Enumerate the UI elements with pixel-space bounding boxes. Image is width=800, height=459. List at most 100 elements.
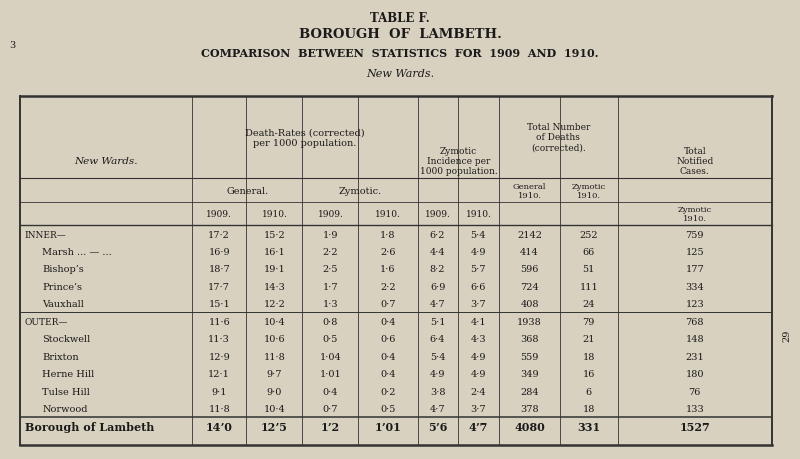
Text: 4ʼ7: 4ʼ7 (469, 420, 488, 431)
Text: 6·4: 6·4 (430, 335, 446, 343)
Text: Marsh ... — ...: Marsh ... — ... (42, 247, 112, 257)
Text: 177: 177 (686, 265, 704, 274)
Text: 768: 768 (686, 317, 704, 326)
Text: 9·0: 9·0 (266, 387, 282, 396)
Text: Brixton: Brixton (42, 352, 79, 361)
Text: 252: 252 (579, 230, 598, 239)
Text: 29: 29 (782, 330, 791, 341)
Text: 4·9: 4·9 (430, 369, 446, 378)
Text: Total Number
of Deaths
(corrected).: Total Number of Deaths (corrected). (526, 123, 590, 152)
Text: General
1910.: General 1910. (513, 182, 546, 200)
Text: COMPARISON  BETWEEN  STATISTICS  FOR  1909  AND  1910.: COMPARISON BETWEEN STATISTICS FOR 1909 A… (202, 48, 598, 59)
Text: New Wards.: New Wards. (366, 69, 434, 79)
Text: 180: 180 (686, 369, 704, 378)
Text: BOROUGH  OF  LAMBETH.: BOROUGH OF LAMBETH. (298, 28, 502, 40)
Text: 596: 596 (521, 265, 538, 274)
Text: 5ʼ6: 5ʼ6 (428, 420, 447, 431)
Text: 11·8: 11·8 (208, 404, 230, 413)
Text: 4·1: 4·1 (470, 317, 486, 326)
Text: 4·4: 4·4 (430, 247, 446, 257)
Text: 123: 123 (686, 300, 704, 308)
Text: 1909.: 1909. (206, 210, 232, 219)
Text: 66: 66 (582, 247, 595, 257)
Text: 17·7: 17·7 (208, 282, 230, 291)
Text: 11·3: 11·3 (208, 335, 230, 343)
Text: Zymotic
1910.: Zymotic 1910. (678, 206, 712, 223)
Text: 125: 125 (686, 247, 704, 257)
Text: 4·7: 4·7 (430, 404, 446, 413)
Text: 1ʼ01: 1ʼ01 (374, 420, 402, 431)
Text: 0·5: 0·5 (322, 335, 338, 343)
Text: 1909.: 1909. (425, 210, 450, 219)
Text: 24: 24 (582, 300, 595, 308)
Text: 21: 21 (582, 335, 595, 343)
Text: 9·1: 9·1 (211, 387, 227, 396)
Text: 0·6: 0·6 (380, 335, 396, 343)
Text: 12·1: 12·1 (208, 369, 230, 378)
Text: 1910.: 1910. (375, 210, 401, 219)
Text: 5·7: 5·7 (470, 265, 486, 274)
Text: TABLE F.: TABLE F. (370, 11, 430, 24)
Text: 334: 334 (686, 282, 704, 291)
Text: 331: 331 (578, 420, 600, 431)
Text: 15·2: 15·2 (263, 230, 286, 239)
Text: 1·3: 1·3 (322, 300, 338, 308)
Text: Norwood: Norwood (42, 404, 88, 413)
Text: 1527: 1527 (679, 420, 710, 431)
Text: 0·8: 0·8 (322, 317, 338, 326)
Text: 759: 759 (686, 230, 704, 239)
Text: 11·6: 11·6 (208, 317, 230, 326)
Text: 3·7: 3·7 (470, 300, 486, 308)
Text: 6·2: 6·2 (430, 230, 446, 239)
Text: 4080: 4080 (514, 420, 545, 431)
Text: 3: 3 (10, 41, 16, 50)
Text: 8·2: 8·2 (430, 265, 446, 274)
Text: 51: 51 (582, 265, 595, 274)
Text: 0·4: 0·4 (380, 317, 396, 326)
Text: 0·4: 0·4 (322, 387, 338, 396)
Text: 19·1: 19·1 (263, 265, 286, 274)
Text: 6·9: 6·9 (430, 282, 446, 291)
Text: 4·7: 4·7 (430, 300, 446, 308)
Text: 14ʼ0: 14ʼ0 (206, 420, 233, 431)
Text: OUTER—: OUTER— (25, 317, 68, 326)
Text: 349: 349 (520, 369, 539, 378)
Text: 111: 111 (579, 282, 598, 291)
Text: 10·4: 10·4 (263, 317, 286, 326)
Text: 2·2: 2·2 (380, 282, 396, 291)
Text: 18: 18 (582, 404, 595, 413)
Text: 4·9: 4·9 (470, 369, 486, 378)
Text: New Wards.: New Wards. (74, 157, 138, 166)
Text: 1938: 1938 (518, 317, 542, 326)
Text: 1·7: 1·7 (322, 282, 338, 291)
Text: 2·2: 2·2 (322, 247, 338, 257)
Text: 2·5: 2·5 (322, 265, 338, 274)
Text: 5·4: 5·4 (430, 352, 446, 361)
Text: 11·8: 11·8 (263, 352, 286, 361)
Text: 18·7: 18·7 (208, 265, 230, 274)
Text: General.: General. (226, 186, 268, 196)
Text: 0·4: 0·4 (380, 369, 396, 378)
Text: 1909.: 1909. (318, 210, 343, 219)
Text: 0·4: 0·4 (380, 352, 396, 361)
Text: Total
Notified
Cases.: Total Notified Cases. (676, 146, 714, 176)
Text: 4·9: 4·9 (470, 352, 486, 361)
Text: 368: 368 (520, 335, 539, 343)
Text: 0·7: 0·7 (380, 300, 396, 308)
Text: 559: 559 (521, 352, 538, 361)
Text: 14·3: 14·3 (263, 282, 286, 291)
Text: 10·4: 10·4 (263, 404, 286, 413)
Text: 9·7: 9·7 (266, 369, 282, 378)
Text: Herne Hill: Herne Hill (42, 369, 94, 378)
Text: 4·9: 4·9 (470, 247, 486, 257)
Text: 16: 16 (582, 369, 595, 378)
Text: Vauxhall: Vauxhall (42, 300, 84, 308)
Text: 408: 408 (520, 300, 539, 308)
Text: Zymotic.: Zymotic. (338, 186, 382, 196)
Text: 16·9: 16·9 (208, 247, 230, 257)
Text: 12·2: 12·2 (263, 300, 286, 308)
Text: 2142: 2142 (517, 230, 542, 239)
Text: 12ʼ5: 12ʼ5 (261, 420, 288, 431)
Text: 2·4: 2·4 (470, 387, 486, 396)
Text: 284: 284 (520, 387, 539, 396)
